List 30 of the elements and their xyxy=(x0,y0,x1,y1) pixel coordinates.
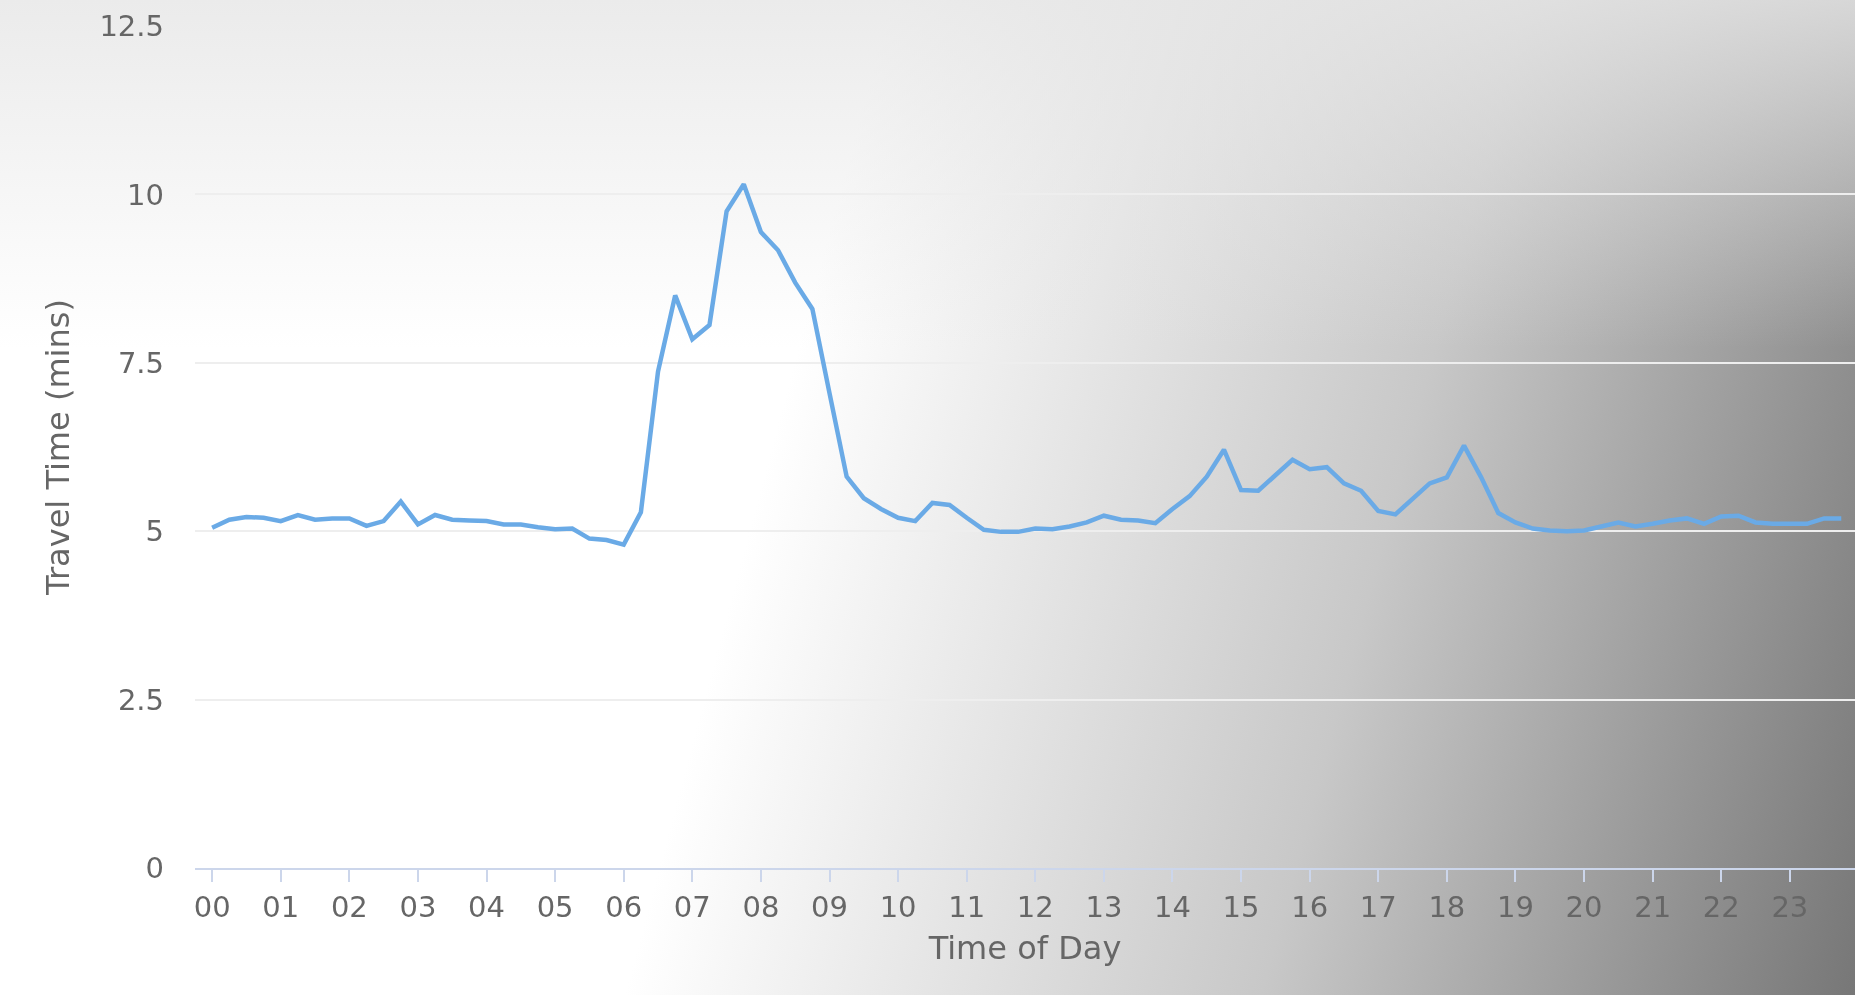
x-tick-label: 12 xyxy=(1016,889,1054,924)
x-tick-label: 07 xyxy=(673,889,711,924)
x-tick-label: 05 xyxy=(536,889,574,924)
y-axis-title: Travel Time (mins) xyxy=(38,299,77,596)
x-tick-label: 01 xyxy=(262,889,300,924)
x-tick-label: 03 xyxy=(399,889,437,924)
x-axis-title: Time of Day xyxy=(927,929,1122,968)
x-tick-label: 08 xyxy=(742,889,780,924)
x-tick-label: 11 xyxy=(948,889,986,924)
x-tick-label: 04 xyxy=(468,889,505,924)
y-tick-label: 0 xyxy=(145,851,164,886)
x-tick-label: 15 xyxy=(1222,889,1260,924)
y-tick-label: 7.5 xyxy=(117,345,164,380)
y-tick-label: 5 xyxy=(145,514,164,549)
y-tick-label: 12.5 xyxy=(99,9,164,44)
x-tick-label: 06 xyxy=(605,889,643,924)
x-tick-label: 00 xyxy=(193,889,231,924)
x-tick-label: 14 xyxy=(1154,889,1191,924)
x-tick-label: 09 xyxy=(811,889,848,924)
x-tick-label: 18 xyxy=(1428,889,1466,924)
x-tick-label: 16 xyxy=(1291,889,1329,924)
x-tick-label: 17 xyxy=(1359,889,1397,924)
x-tick-label: 19 xyxy=(1497,889,1534,924)
x-tick-label: 10 xyxy=(879,889,917,924)
x-tick-label: 02 xyxy=(330,889,368,924)
y-tick-label: 2.5 xyxy=(117,682,164,717)
x-tick-label: 20 xyxy=(1565,889,1603,924)
line-series xyxy=(209,182,1844,547)
x-tick-label: 13 xyxy=(1085,889,1123,924)
y-tick-label: 10 xyxy=(127,177,164,212)
